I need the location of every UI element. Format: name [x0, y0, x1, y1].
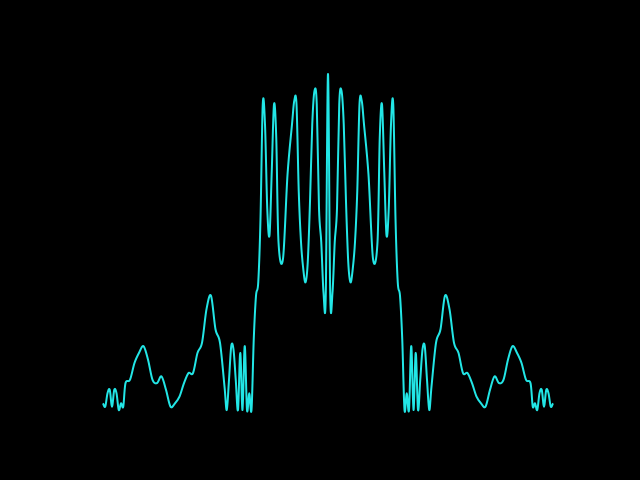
series-line-0 — [102, 73, 554, 413]
